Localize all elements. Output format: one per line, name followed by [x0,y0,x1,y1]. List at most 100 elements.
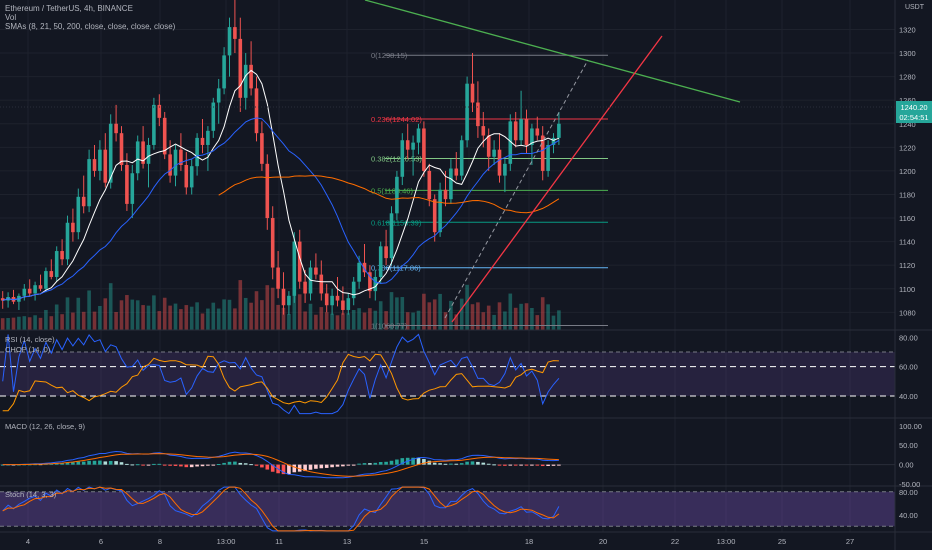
candle-body [319,274,324,294]
support-trendline[interactable] [451,35,663,323]
candle-body [330,295,334,306]
macd-tick-label: 0.00 [899,461,914,470]
candle-body [65,222,70,260]
candle-body [557,123,561,138]
time-tick-label: 25 [778,537,786,546]
macd-histogram-bar [400,458,405,465]
projection-dashed-line[interactable] [444,59,589,319]
time-tick-label: 13:00 [717,537,736,546]
macd-histogram-bar [152,463,156,465]
macd-histogram-bar [119,462,124,465]
candle-body [135,141,140,174]
candle-body [254,88,259,134]
macd-histogram-bar [519,464,523,466]
fib-level-label: 0.786(1117.86) [371,264,421,273]
time-axis[interactable]: 4 6 8 13:00 11 13 15 18 20 22 13:00 25 27 [26,537,854,546]
macd-tick-label: -50.00 [899,480,920,489]
macd-histogram-bar [146,464,151,466]
volume-bar [454,314,459,330]
volume-bar [233,308,237,330]
macd-histogram-bar [200,464,205,467]
candle-body [33,285,37,294]
candle-body [508,121,513,164]
volume-bar [162,297,167,330]
candle-body [470,83,475,103]
candle-body [125,165,129,204]
price-tick-label: 1280 [899,73,916,82]
volume-bar [438,293,442,330]
candle-body [454,168,459,176]
price-tick-label: 1240 [899,120,916,129]
candle-body [524,119,529,145]
candle-body [459,140,464,176]
candle-body [265,163,270,219]
volume-bar [497,302,502,330]
candle-body [184,165,189,188]
rsi-label: RSI (14, close) [5,335,55,344]
volume-bar [330,313,334,330]
macd-histogram-bar [481,462,486,465]
candle-body [270,218,275,268]
rsi-band [0,352,895,396]
volume-bar [87,290,91,330]
trend-lines[interactable] [364,0,741,323]
macd-histogram-bar [114,461,118,465]
macd-histogram-bar [319,464,324,469]
candle-body [303,281,307,294]
sma-8-line [2,69,560,301]
candle-body [362,262,367,273]
candle-body [108,123,113,183]
macd-histogram-bar [314,464,318,469]
fibonacci-retracement[interactable]: 0(1298.15) 0.236(1244.02) 0.382(1210.53) 0.… [371,51,608,331]
volume-bar [486,305,491,330]
candle-body [465,83,469,141]
candle-body [114,123,118,134]
sma-21-line [2,117,560,301]
volume-bar [189,306,194,330]
time-tick-label: 18 [525,537,533,546]
candle-body [200,137,205,145]
price-tick-label: 1160 [899,214,915,223]
macd-histogram-bar [324,464,329,468]
macd-histogram-bar [65,462,70,465]
volume-bar [260,300,264,330]
candle-body [173,149,178,176]
candle-body [530,128,534,145]
macd-histogram-bar [384,461,388,465]
macd-histogram-bar [303,464,307,472]
candle-body [287,295,291,306]
volume-bar [200,313,205,330]
macd-histogram-bar [378,462,383,465]
candle-body [546,144,550,171]
price-tick-label: 1140 [899,238,915,247]
candle-body [260,133,264,164]
volume-bar [476,302,480,330]
volume-bar [22,316,27,330]
currency-unit[interactable]: USDT [904,4,924,11]
candle-body [314,267,318,275]
stoch-pane [0,486,895,532]
candle-body [81,196,86,207]
volume-bar [108,283,113,330]
resistance-trendline[interactable] [364,0,741,103]
candle-body [297,241,302,282]
macd-tick-label: 50.00 [899,441,918,450]
candle-body [551,137,556,145]
macd-histogram-bar [459,463,464,465]
price-axis[interactable]: 1080 1100 1120 1140 1160 1180 1200 1220 1240 1260… [899,25,922,519]
macd-histogram-bar [362,463,367,465]
candle-body [513,121,518,141]
candle-body [351,281,356,299]
macd-histogram-bar [330,464,334,468]
volume-bar [168,305,172,330]
volume-bar [60,314,64,330]
macd-histogram-bar [422,459,426,465]
macd-signal-line [2,453,559,477]
candle-body [27,288,32,294]
volume-bar [76,297,81,330]
price-tick-label: 1300 [899,49,916,58]
candle-body [249,64,253,89]
volume-bar [449,300,453,330]
